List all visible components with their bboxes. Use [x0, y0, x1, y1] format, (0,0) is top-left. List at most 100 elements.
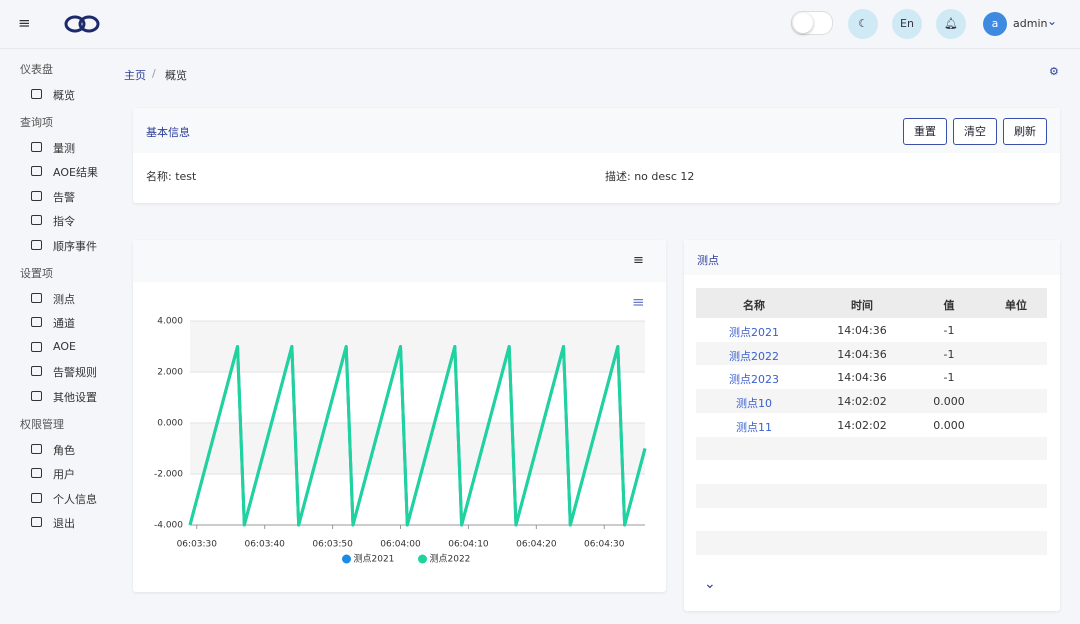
table-cell: 0.000 — [933, 418, 965, 432]
breadcrumb-separator: / — [152, 67, 156, 80]
table-cell: 14:02:02 — [837, 395, 887, 409]
theme-switch[interactable] — [791, 11, 833, 35]
grid-band — [190, 423, 645, 474]
x-tick-label: 06:04:20 — [516, 540, 557, 550]
y-tick-label: 4.000 — [157, 317, 183, 327]
sidebar-item[interactable]: 用户 — [53, 468, 75, 482]
sidebar-item[interactable]: 概览 — [53, 89, 75, 102]
settings-icon[interactable]: ⚙ — [1049, 65, 1059, 78]
table-cell: -1 — [943, 371, 955, 385]
sidebar-item[interactable]: 退出 — [53, 517, 75, 531]
sidebar-icon — [31, 443, 42, 454]
breadcrumb-home[interactable]: 主页 — [124, 69, 146, 82]
chart-toolbox[interactable]: ≡ — [632, 293, 645, 311]
x-tick-label: 06:04:00 — [380, 540, 421, 550]
menu-toggle[interactable]: ≡ — [18, 14, 31, 32]
sidebar-icon — [31, 341, 42, 352]
y-tick-label: 0.000 — [157, 419, 183, 429]
table-row-stripe — [696, 341, 1047, 366]
sidebar-icon — [31, 468, 42, 479]
sidebar-icon — [31, 215, 42, 226]
legend-label: 测点2021 — [354, 554, 395, 565]
user-menu-chevron[interactable]: ⌄ — [1047, 14, 1058, 28]
x-tick-label: 06:03:40 — [244, 540, 285, 550]
table-header — [696, 288, 1047, 318]
dark-mode-button[interactable]: ☾ — [848, 9, 878, 39]
table-cell: 14:04:36 — [837, 324, 887, 337]
x-tick-label: 06:03:30 — [177, 540, 218, 550]
sidebar-item[interactable]: 量测 — [53, 141, 75, 155]
table-row-stripe — [696, 389, 1047, 413]
sidebar-item[interactable]: 告警规则 — [53, 366, 97, 380]
table-row-stripe — [696, 436, 1047, 461]
sidebar-icon — [31, 292, 42, 303]
table-row-stripe — [696, 531, 1047, 555]
table-cell: -1 — [943, 324, 955, 337]
points-title: 测点 — [697, 254, 719, 267]
sidebar-icon — [31, 141, 42, 152]
breadcrumb-current: 概览 — [165, 69, 187, 82]
x-tick-label: 06:04:10 — [448, 540, 489, 550]
sidebar-item[interactable]: 指令 — [53, 215, 75, 229]
sidebar-icon — [31, 89, 42, 99]
column-header: 名称 — [743, 299, 765, 312]
reset-button[interactable]: 重置 — [903, 118, 947, 145]
points-card: 测点 名称 时间 值 单位 测点2021 14:04:36 -1 测点2022 14:04:36… — [684, 240, 1060, 611]
y-tick-label: -4.000 — [154, 521, 183, 531]
y-tick-label: -2.000 — [154, 470, 183, 480]
table-cell[interactable]: 测点2022 — [729, 349, 779, 363]
sidebar-item[interactable]: 测点 — [53, 292, 75, 306]
language-button[interactable]: En — [892, 9, 922, 39]
top-bar: ≡ ☾ En 🔔︎ a admin ⌄ — [0, 0, 1080, 49]
table-cell: 14:02:02 — [837, 418, 887, 432]
grid-band — [190, 321, 645, 372]
avatar[interactable]: a — [983, 12, 1007, 36]
sidebar-item[interactable]: 角色 — [53, 443, 75, 457]
legend-marker — [418, 554, 427, 564]
sidebar-icon — [31, 391, 42, 401]
notification-button[interactable]: 🔔︎ — [936, 9, 966, 39]
column-header: 单位 — [1005, 299, 1027, 312]
sidebar-item[interactable]: 其他设置 — [53, 391, 97, 404]
table-row-stripe — [696, 483, 1047, 508]
legend-label: 测点2022 — [430, 554, 471, 565]
chart: -4.000 -2.000 0.000 2.000 4.000 06:03:30 06:03… — [154, 317, 647, 565]
sidebar-icon — [31, 190, 42, 201]
table-cell: 14:04:36 — [837, 371, 887, 385]
table-cell: -1 — [943, 347, 955, 361]
clear-button[interactable]: 清空 — [953, 118, 997, 145]
sidebar-icon — [31, 366, 42, 377]
table-cell[interactable]: 测点2023 — [729, 373, 779, 387]
info-card: 基本信息 重置 清空 刷新 名称: test 描述: no desc 12 — [133, 108, 1060, 203]
table-cell[interactable]: 测点2021 — [729, 326, 779, 339]
table-cell: 0.000 — [933, 395, 965, 409]
sidebar-icon — [31, 492, 42, 503]
chart-card-header — [133, 240, 666, 282]
sidebar-group: 权限管理 — [20, 417, 64, 431]
table-cell[interactable]: 测点10 — [736, 397, 772, 411]
table-cell[interactable]: 测点11 — [736, 420, 772, 434]
sidebar-item[interactable]: AOE — [53, 339, 76, 353]
expand-chevron[interactable]: ⌄ — [704, 576, 716, 592]
username[interactable]: admin — [1013, 17, 1048, 30]
info-title: 基本信息 — [146, 126, 190, 139]
table-cell: 14:04:36 — [837, 347, 887, 361]
sidebar-item[interactable]: 告警 — [53, 190, 75, 204]
name-field: 名称: test — [146, 170, 197, 183]
sidebar-item[interactable]: 顺序事件 — [53, 240, 97, 253]
series-line — [188, 345, 647, 527]
sidebar-icon — [31, 166, 42, 177]
sidebar-group: 设置项 — [20, 266, 53, 280]
sidebar-icon — [31, 317, 42, 328]
x-tick-label: 06:04:30 — [584, 540, 625, 550]
sidebar-item[interactable]: 个人信息 — [53, 492, 97, 506]
sidebar-item[interactable]: 通道 — [53, 317, 75, 331]
sidebar-item[interactable]: AOE结果 — [53, 166, 98, 180]
column-header: 时间 — [851, 299, 873, 312]
legend-marker — [342, 554, 351, 564]
desc-field: 描述: no desc 12 — [605, 170, 695, 183]
refresh-button[interactable]: 刷新 — [1003, 118, 1047, 145]
y-tick-label: 2.000 — [157, 368, 183, 378]
chart-menu[interactable]: ≡ — [633, 253, 644, 268]
